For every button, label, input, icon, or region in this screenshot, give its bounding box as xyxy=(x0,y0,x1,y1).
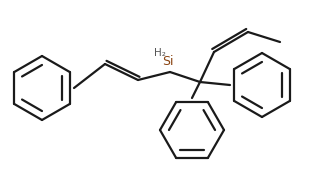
Text: H₂: H₂ xyxy=(154,48,166,58)
Text: Si: Si xyxy=(162,55,174,68)
